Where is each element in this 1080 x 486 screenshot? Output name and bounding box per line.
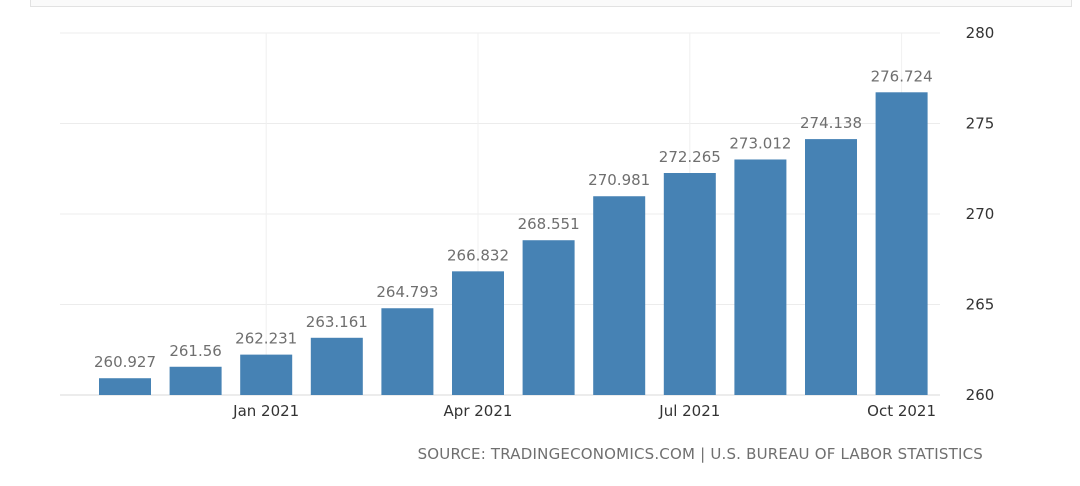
y-tick-label: 265 <box>966 296 995 314</box>
bar-10 <box>805 139 857 395</box>
bar-value-label-10: 274.138 <box>800 114 862 132</box>
bar-value-label-0: 260.927 <box>94 353 156 371</box>
y-tick-label: 260 <box>966 386 995 404</box>
bar-value-label-11: 276.724 <box>871 67 933 85</box>
x-tick-label: Oct 2021 <box>867 402 936 420</box>
x-tick-label: Jan 2021 <box>232 402 299 420</box>
bar-4 <box>381 308 434 395</box>
bar-value-label-6: 268.551 <box>518 215 580 233</box>
bar-5 <box>452 271 504 395</box>
bar-value-label-3: 263.161 <box>306 313 368 331</box>
bar-value-labels: 260.927 261.56 262.231 263.161 264.793 266.83… <box>94 67 933 371</box>
source-note: SOURCE: TRADINGECONOMICS.COM | U.S. BURE… <box>418 445 983 463</box>
bar-value-label-2: 262.231 <box>235 330 297 348</box>
bar-6 <box>522 240 575 395</box>
bar-value-label-5: 266.832 <box>447 246 509 264</box>
bar-0 <box>99 378 151 395</box>
bar-9 <box>734 159 787 395</box>
y-axis-ticks: 260 265 270 275 280 <box>966 24 995 404</box>
bar-11 <box>875 92 928 396</box>
bar-value-label-9: 273.012 <box>729 134 791 152</box>
bar-1 <box>169 366 222 395</box>
x-axis-ticks: Jan 2021 Apr 2021 Jul 2021 Oct 2021 <box>232 402 936 420</box>
bar-value-label-4: 264.793 <box>376 283 438 301</box>
bar-7 <box>593 196 646 395</box>
bars <box>99 92 928 396</box>
x-tick-label: Apr 2021 <box>444 402 513 420</box>
y-tick-label: 280 <box>966 24 995 42</box>
x-tick-label: Jul 2021 <box>658 402 720 420</box>
bar-2 <box>240 354 293 395</box>
y-tick-label: 275 <box>966 115 995 133</box>
bar-value-label-1: 261.56 <box>169 342 222 360</box>
bar-3 <box>310 337 363 395</box>
bar-value-label-7: 270.981 <box>588 171 650 189</box>
bar-value-label-8: 272.265 <box>659 148 721 166</box>
y-tick-label: 270 <box>966 205 995 223</box>
top-border-strip <box>30 0 1072 7</box>
bar-8 <box>663 173 716 395</box>
